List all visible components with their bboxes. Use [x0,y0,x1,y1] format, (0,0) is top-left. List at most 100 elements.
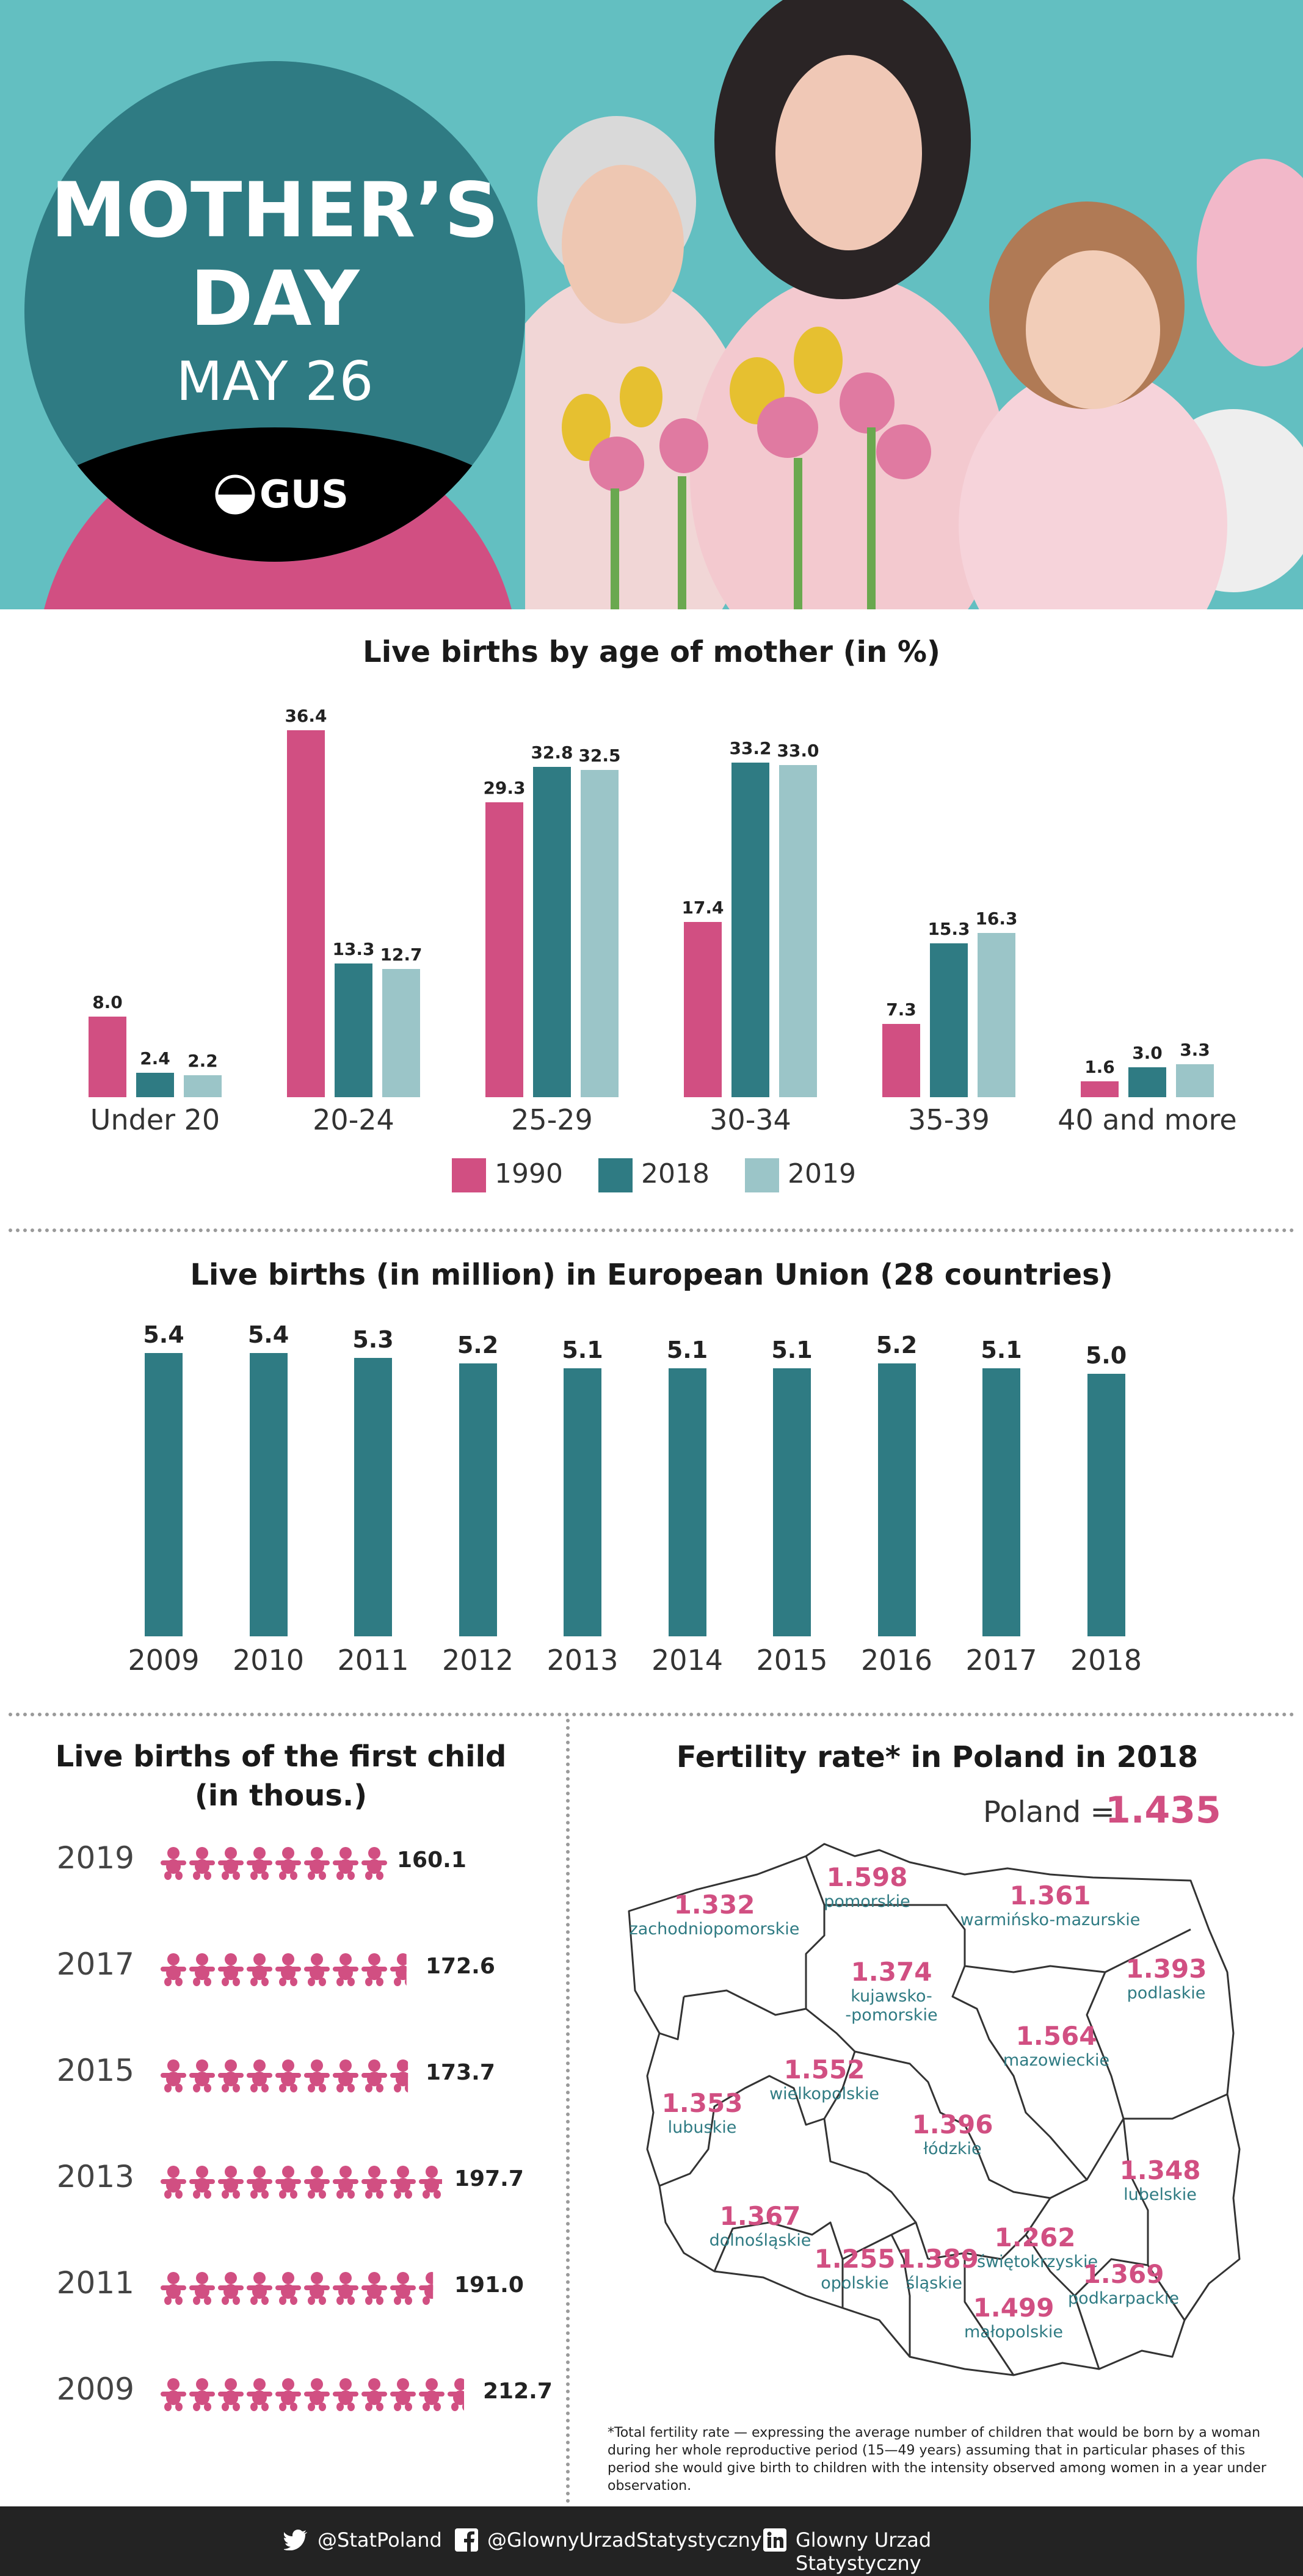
region-lubelskie: 1.348 lubelskie [1105,2155,1215,2204]
baby-icon [189,2059,215,2092]
pictogram-value: 160.1 [397,1848,466,1873]
bar-2019 [978,933,1015,1097]
year-label: 2013 [56,2159,134,2194]
region-name: warmińsko-mazurskie [960,1910,1141,1929]
region-name: zachodniopomorskie [629,1920,800,1939]
footer-linkedin[interactable]: Glowny Urzad Statystyczny [796,2528,932,2575]
region-value: 1.374 [851,1957,932,1987]
region-name: mazowieckie [1003,2051,1110,2070]
baby-icon [390,2378,416,2411]
baby-icon [361,2166,387,2199]
region-value: 1.367 [719,2201,801,2231]
bar-1990 [485,802,523,1097]
baby-icon [189,1847,215,1880]
baby-icon [333,2378,358,2411]
category-label: 2009 [128,1644,200,1677]
bar-value-label: 5.1 [771,1337,813,1364]
region-podkarpackie: 1.369 podkarpackie [1062,2259,1185,2308]
baby-icon [247,2059,272,2092]
region-lodzkie: 1.396 łódzkie [898,2110,1007,2158]
bar-1990 [1081,1081,1119,1097]
bar-2012 [459,1363,497,1636]
bar-2010 [249,1352,288,1636]
category-label: 2014 [651,1644,724,1677]
region-name: małopolskie [964,2323,1063,2342]
bar-value-label: 3.3 [1180,1039,1210,1060]
gus-logo-icon [215,474,255,515]
baby-icon [161,2272,186,2305]
region-value: 1.564 [1015,2021,1097,2051]
linkedin-icon[interactable] [763,2528,786,2552]
bar-1990 [89,1017,126,1097]
region-swietokrzyskie: 1.262 świętokrzyskie [977,2222,1098,2271]
region-name: opolskie [821,2274,889,2293]
region-name: podkarpackie [1068,2289,1179,2308]
baby-icon [333,2272,358,2305]
gus-logo: GUS [214,467,349,522]
region-dolnoslaskie: 1.367 dolnośląskie [699,2201,821,2250]
footer: @StatPoland @GlownyUrzadStatystyczny Glo… [0,2506,1303,2576]
region-name: lubuskie [667,2118,737,2137]
region-name: wielkopolskie [769,2084,879,2103]
region-slaskie: 1.389 śląskie [898,2244,979,2293]
baby-icon [189,2272,215,2305]
region-kujawsko-pomorskie: 1.374 kujawsko- -pomorskie [830,1957,953,2025]
twitter-icon[interactable] [284,2530,308,2550]
title-day: DAY [190,255,360,343]
bar-value-label: 33.0 [777,740,819,761]
bar-value-label: 16.3 [975,909,1018,929]
region-value: 1.598 [826,1862,908,1892]
bar-2019 [581,769,619,1097]
bar-value-label: 5.2 [876,1331,918,1359]
baby-icon [304,1953,330,1986]
facebook-icon[interactable] [455,2528,478,2552]
bar-value-label: 32.5 [578,745,621,766]
baby-icon [247,2272,272,2305]
baby-icon [304,2166,330,2199]
baby-icon [218,2059,244,2092]
category-label: 2010 [232,1644,305,1677]
chart3-title: Live births of the first child (in thous… [55,1740,507,1813]
title-date: MAY 26 [176,350,374,413]
bar-2016 [877,1363,916,1636]
region-name: podlaskie [1127,1984,1206,2003]
region-value: 1.389 [898,2244,979,2274]
bar-value-label: 2.4 [140,1048,170,1069]
baby-icon [361,2272,387,2305]
region-value: 1.255 [814,2244,896,2274]
baby-icon [304,2272,330,2305]
bar-2018 [731,763,769,1097]
baby-icon [247,1847,272,1880]
category-label: 35-39 [908,1103,990,1136]
baby-icon [218,2378,244,2411]
bar-2011 [354,1358,392,1636]
category-label: 2018 [1070,1644,1142,1677]
poland-value: 1.435 [1105,1789,1221,1832]
year-label: 2017 [56,1947,134,1982]
category-label: 2011 [337,1644,409,1677]
footnote: *Total fertility rate — expressing the a… [608,2425,1266,2494]
footer-facebook[interactable]: @GlownyUrzadStatystyczny [487,2528,762,2552]
category-label: 30-34 [710,1103,791,1136]
bar-value-label: 13.3 [332,938,375,959]
legend-swatch-1990 [452,1158,486,1192]
category-label: 40 and more [1058,1103,1237,1136]
footer-twitter[interactable]: @StatPoland [318,2528,442,2552]
pictogram-value: 172.6 [426,1954,495,1979]
header-banner: MOTHER’S DAY MAY 26 GUS [0,0,1303,609]
baby-icon [304,2378,330,2411]
year-label: 2011 [56,2265,134,2301]
baby-icon [390,2059,408,2092]
bar-2019 [184,1075,222,1097]
region-name: lubelskie [1123,2185,1197,2204]
region-name: pomorskie [824,1892,910,1911]
baby-icon [361,2378,387,2411]
bar-value-label: 2.2 [187,1050,218,1071]
baby-icon [218,1953,244,1986]
fertility-title: Fertility rate* in Poland in 2018 [676,1740,1199,1774]
baby-icon [419,2272,434,2305]
bar-2009 [145,1352,183,1636]
baby-icon [161,2166,186,2199]
baby-icon [275,1953,301,1986]
bar-value-label: 29.3 [483,777,526,798]
